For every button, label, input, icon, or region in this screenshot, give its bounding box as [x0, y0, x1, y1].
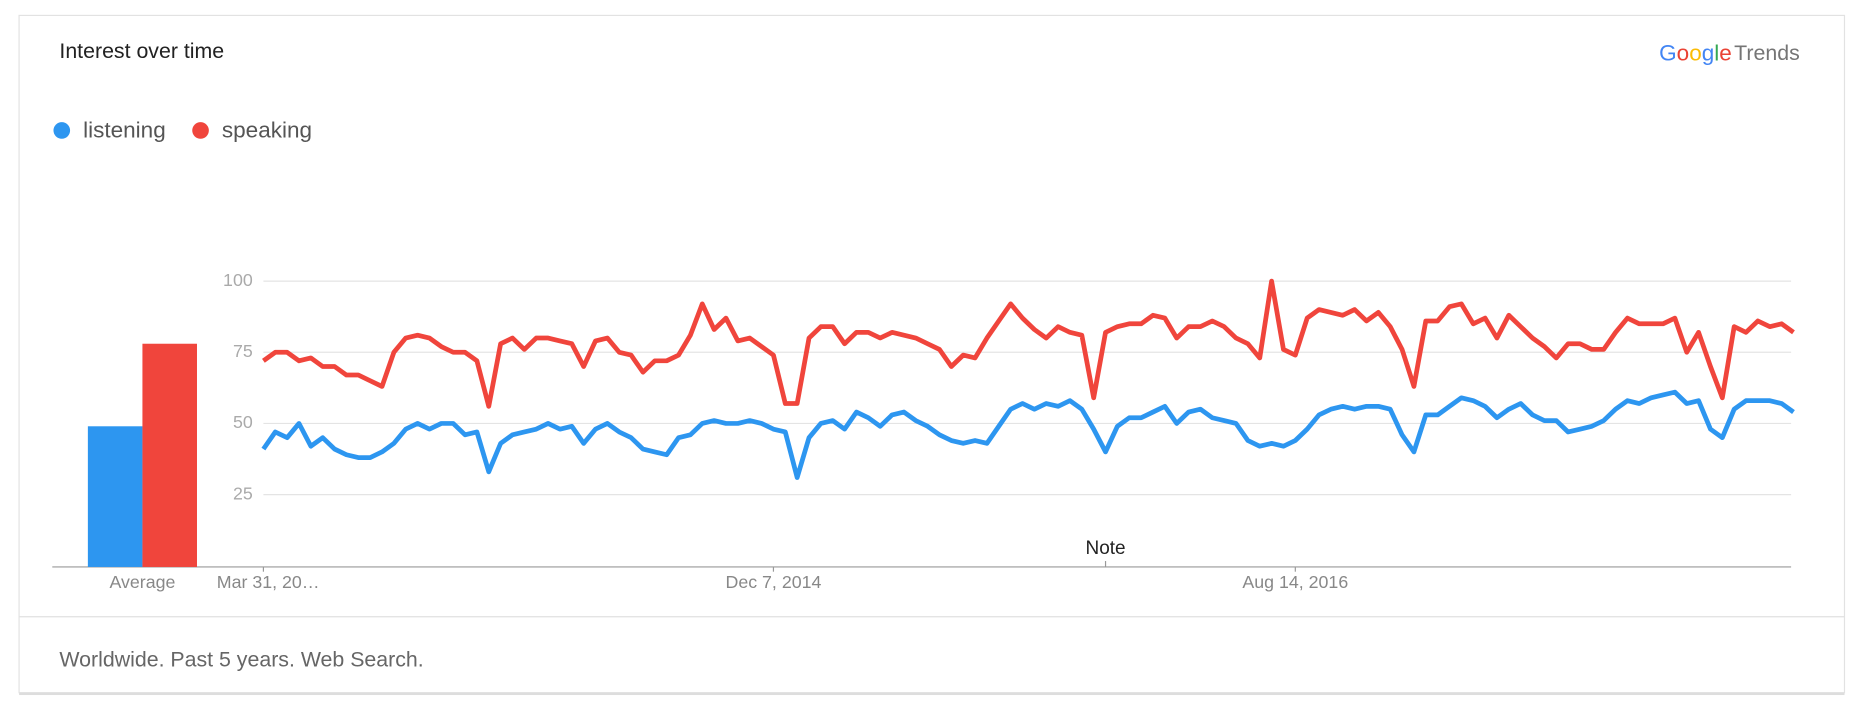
footer: Worldwide. Past 5 years. Web Search. — [59, 647, 423, 671]
x-tick-label: Aug 14, 2016 — [1242, 572, 1348, 592]
y-tick-label: 75 — [233, 341, 253, 361]
chart-title: Interest over time — [59, 39, 224, 63]
legend-label: speaking — [222, 118, 312, 143]
series-line — [262, 278, 1795, 409]
note-label: Note — [1086, 538, 1126, 559]
legend-marker — [192, 122, 209, 139]
average-bar — [142, 343, 197, 567]
brand-logo: Google — [1659, 41, 1732, 66]
card — [18, 14, 1846, 694]
y-tick-label: 25 — [233, 483, 253, 503]
y-tick-label: 100 — [223, 270, 253, 290]
x-tick-label: Dec 7, 2014 — [725, 572, 821, 592]
average-bar — [87, 426, 143, 567]
average-label: Average — [109, 572, 175, 592]
card-shadow — [19, 692, 1845, 696]
legend-label: listening — [83, 118, 166, 143]
brand-product: Trends — [1734, 41, 1800, 65]
legend-marker — [53, 122, 71, 139]
y-tick-label: 50 — [233, 412, 253, 432]
x-tick-label: Mar 31, 20… — [217, 572, 320, 592]
series-line — [261, 389, 1795, 480]
